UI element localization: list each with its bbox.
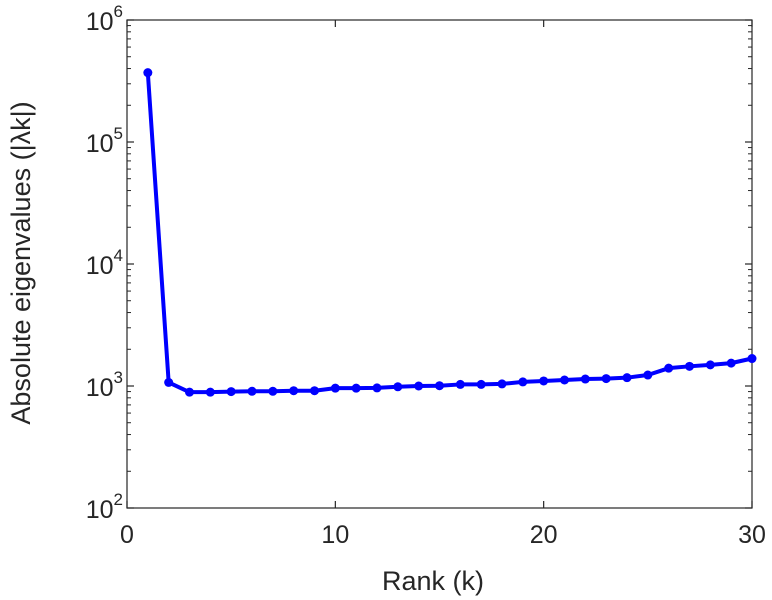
data-point	[143, 68, 153, 78]
plot-frame	[126, 19, 753, 509]
series-layer	[143, 68, 757, 397]
data-point	[560, 375, 569, 385]
x-axis-label: Rank (k)	[382, 566, 484, 596]
data-point	[664, 363, 674, 373]
data-point	[747, 354, 757, 364]
data-point	[351, 383, 361, 393]
data-point	[310, 386, 319, 396]
data-point	[414, 381, 424, 391]
data-point	[164, 377, 174, 387]
data-point	[185, 387, 194, 397]
y-tick-label: 102	[86, 490, 123, 524]
data-point	[539, 376, 549, 386]
data-point	[372, 383, 382, 393]
series-line	[145, 72, 753, 395]
data-point	[289, 386, 299, 396]
data-point	[268, 386, 278, 396]
data-point	[685, 361, 694, 371]
data-point	[205, 387, 215, 397]
x-tick-label: 20	[530, 521, 558, 549]
data-point	[393, 382, 403, 392]
data-point	[476, 379, 486, 389]
x-tick-label: 0	[120, 521, 134, 549]
data-point	[622, 373, 632, 383]
data-point	[726, 358, 736, 368]
data-point	[226, 387, 236, 397]
data-point	[601, 374, 611, 384]
plot-box	[126, 19, 753, 509]
data-point	[435, 381, 444, 391]
data-point	[518, 377, 528, 387]
data-point	[580, 374, 590, 384]
x-tick-label: 10	[321, 521, 349, 549]
data-point	[497, 379, 507, 389]
y-tick-label: 106	[86, 2, 123, 36]
data-point	[705, 360, 715, 370]
data-point	[643, 370, 653, 380]
data-point	[455, 379, 465, 389]
y-tick-label: 103	[86, 368, 123, 402]
x-axis-ticks: 0 10 20 30	[120, 20, 766, 549]
data-point	[330, 383, 340, 393]
y-tick-label: 105	[86, 124, 123, 158]
y-tick-label: 104	[86, 246, 123, 280]
y-axis-label: Absolute eigenvalues (|λk|)	[6, 101, 36, 424]
x-tick-label: 30	[738, 521, 766, 549]
y-axis-ticks: 102 103 104 105 106	[86, 2, 752, 524]
data-point	[247, 386, 257, 396]
